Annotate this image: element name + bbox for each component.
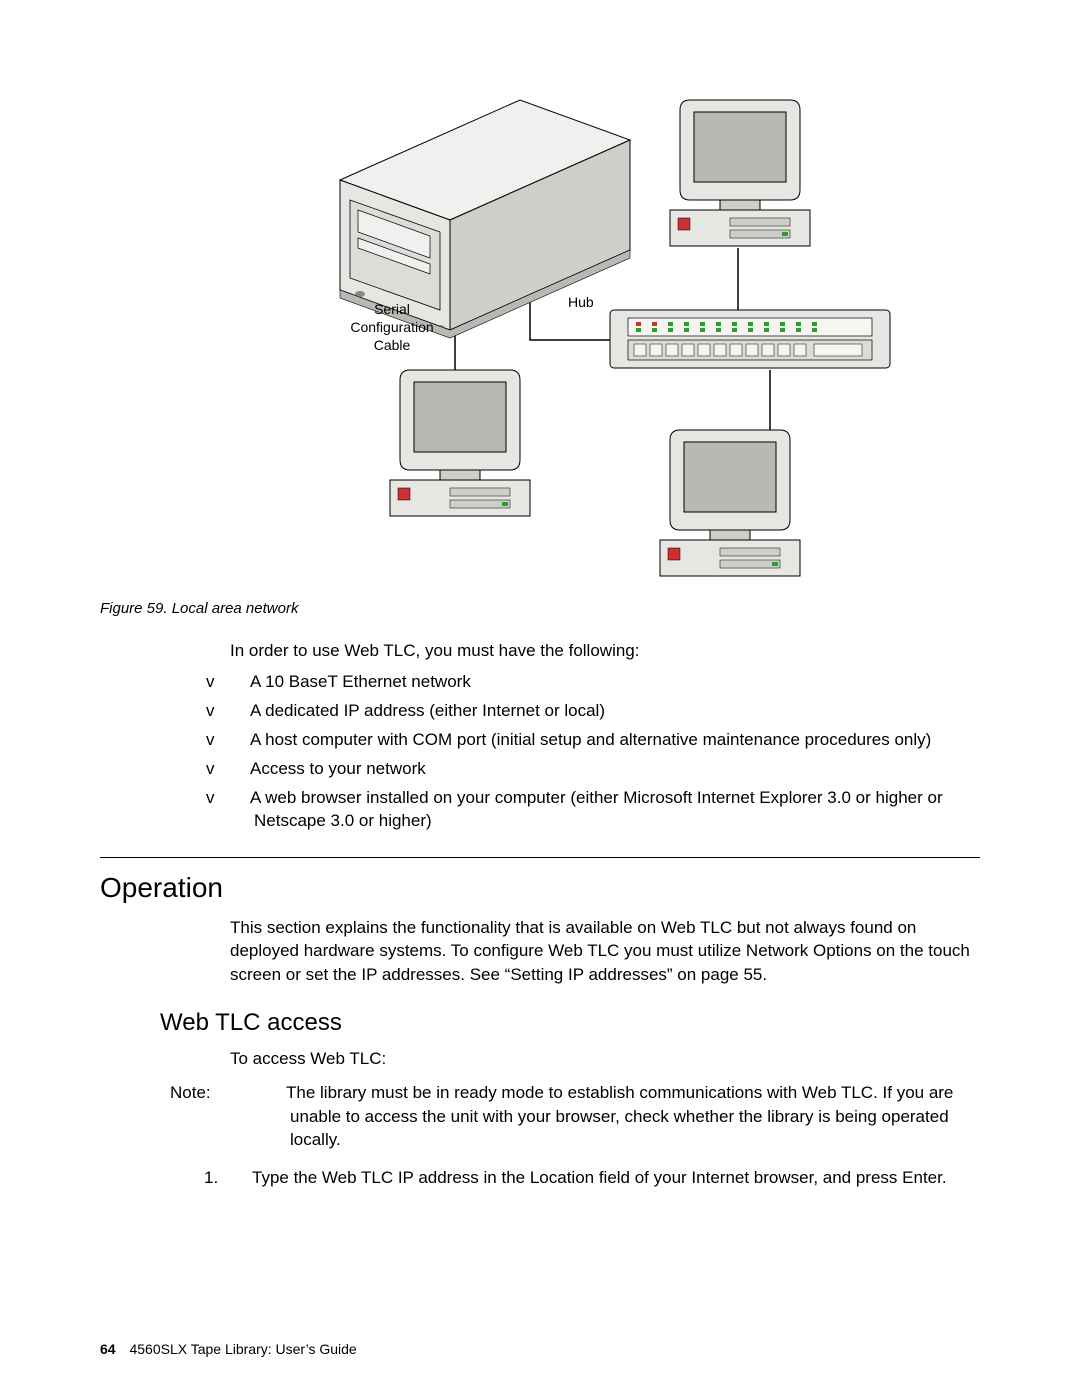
figure-caption: Figure 59. Local area network	[100, 600, 980, 617]
list-item-text: A 10 BaseT Ethernet network	[250, 672, 471, 691]
list-item: vAccess to your network	[230, 758, 980, 781]
pc-bottom-icon	[660, 430, 800, 576]
note-block: Note:The library must be in ready mode t…	[230, 1081, 980, 1152]
serial-cable-label: Serial Configuration Cable	[342, 300, 442, 355]
list-item-text: A host computer with COM port (initial s…	[250, 730, 931, 749]
serial-label-line1: Serial	[374, 301, 410, 317]
step-text: Type the Web TLC IP address in the Locat…	[252, 1168, 947, 1187]
list-item: vA dedicated IP address (either Internet…	[230, 700, 980, 723]
operation-paragraph: This section explains the functionality …	[230, 916, 980, 987]
page-number: 64	[100, 1341, 116, 1357]
bullet-icon: v	[230, 700, 250, 723]
bullet-icon: v	[230, 671, 250, 694]
web-tlc-access-heading: Web TLC access	[160, 1009, 980, 1037]
steps-list: 1.Type the Web TLC IP address in the Loc…	[230, 1166, 980, 1190]
requirements-intro: In order to use Web TLC, you must have t…	[230, 641, 980, 661]
pc-top-icon	[670, 100, 810, 246]
page-footer: 64 4560SLX Tape Library: User’s Guide	[100, 1341, 357, 1357]
bullet-icon: v	[230, 729, 250, 752]
requirements-list: vA 10 BaseT Ethernet network vA dedicate…	[230, 671, 980, 833]
network-diagram: Hub Serial Configuration Cable	[230, 60, 950, 590]
step-number: 1.	[230, 1166, 252, 1190]
note-label: Note:	[230, 1081, 286, 1105]
serial-label-line2: Configuration	[350, 319, 433, 335]
hub-label: Hub	[568, 293, 594, 311]
serial-label-line3: Cable	[374, 337, 411, 353]
step-item: 1.Type the Web TLC IP address in the Loc…	[230, 1166, 980, 1190]
list-item-text: A web browser installed on your computer…	[250, 788, 943, 830]
note-body: The library must be in ready mode to est…	[286, 1083, 953, 1150]
bullet-icon: v	[230, 787, 250, 810]
list-item-text: Access to your network	[250, 759, 426, 778]
list-item: vA 10 BaseT Ethernet network	[230, 671, 980, 694]
pc-left-icon	[390, 370, 530, 516]
list-item: vA web browser installed on your compute…	[230, 787, 980, 833]
list-item: vA host computer with COM port (initial …	[230, 729, 980, 752]
footer-title: 4560SLX Tape Library: User’s Guide	[129, 1341, 356, 1357]
bullet-icon: v	[230, 758, 250, 781]
operation-heading: Operation	[100, 872, 980, 904]
hub-icon	[610, 310, 890, 368]
list-item-text: A dedicated IP address (either Internet …	[250, 701, 605, 720]
access-intro: To access Web TLC:	[230, 1047, 980, 1071]
section-divider	[100, 857, 980, 858]
